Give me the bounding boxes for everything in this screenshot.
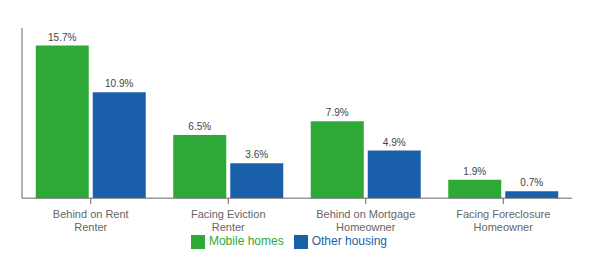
svg-text:4.9%: 4.9% <box>383 137 406 148</box>
svg-text:6.5%: 6.5% <box>188 121 211 132</box>
svg-text:Behind on MortgageHomeowner: Behind on MortgageHomeowner <box>316 208 415 233</box>
svg-text:10.9%: 10.9% <box>105 78 133 89</box>
svg-text:0.7%: 0.7% <box>520 177 543 188</box>
svg-text:1.9%: 1.9% <box>463 166 486 177</box>
svg-text:Facing EvictionRenter: Facing EvictionRenter <box>191 208 266 233</box>
svg-text:7.9%: 7.9% <box>326 107 349 118</box>
svg-text:15.7%: 15.7% <box>48 32 76 43</box>
svg-text:Behind on RentRenter: Behind on RentRenter <box>53 208 129 233</box>
svg-text:Facing ForeclosureHomeowner: Facing ForeclosureHomeowner <box>456 208 550 233</box>
html-text:Mobile homes: Mobile homes <box>209 234 284 249</box>
svg-text:3.6%: 3.6% <box>245 149 268 160</box>
html-text:Other housing: Other housing <box>311 234 387 249</box>
